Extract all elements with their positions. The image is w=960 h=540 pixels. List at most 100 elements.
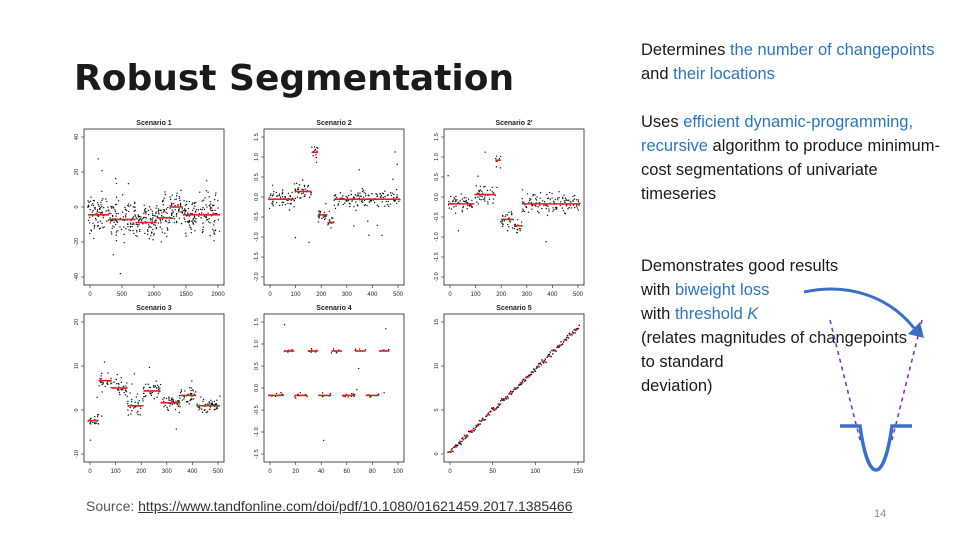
data-point — [513, 227, 515, 230]
plot-frame — [443, 128, 585, 286]
data-point — [163, 400, 165, 402]
data-point — [156, 384, 159, 387]
data-point — [578, 324, 580, 327]
data-point — [467, 204, 469, 207]
x-tick-label: 400 — [367, 292, 378, 298]
data-point — [142, 400, 144, 402]
data-point — [134, 401, 136, 404]
data-point — [215, 408, 217, 411]
data-point — [294, 197, 297, 200]
data-point — [300, 192, 303, 195]
data-point — [191, 393, 193, 395]
data-point — [178, 197, 181, 200]
data-point — [471, 431, 473, 434]
data-point — [553, 200, 555, 203]
data-point — [91, 211, 93, 213]
data-point — [492, 406, 495, 409]
data-point — [295, 397, 297, 399]
data-point — [188, 219, 190, 222]
data-point — [512, 390, 514, 393]
data-point — [123, 391, 125, 394]
data-point — [164, 232, 166, 234]
data-point — [122, 388, 124, 391]
data-point — [457, 444, 459, 447]
data-point — [503, 220, 506, 222]
plot-frame — [263, 313, 405, 463]
data-point — [483, 186, 485, 188]
data-point — [561, 343, 564, 345]
data-point — [184, 232, 187, 234]
source-label: Source: — [86, 498, 135, 514]
data-point — [367, 220, 369, 222]
data-point — [195, 391, 197, 393]
data-point — [92, 209, 94, 212]
data-point — [513, 388, 515, 391]
data-point — [324, 215, 326, 218]
data-point — [136, 229, 138, 232]
data-point — [573, 194, 576, 197]
data-point — [96, 209, 99, 211]
data-point — [163, 210, 165, 213]
data-point — [95, 219, 97, 221]
data-point — [557, 199, 559, 201]
data-point — [142, 223, 144, 225]
data-point — [317, 221, 320, 223]
data-point — [215, 403, 218, 405]
data-point — [152, 239, 154, 241]
data-point — [139, 230, 141, 233]
data-point — [202, 229, 204, 231]
pointer-arrowhead-icon — [908, 322, 924, 338]
data-point — [293, 183, 296, 185]
data-point — [166, 408, 169, 410]
data-point — [119, 393, 121, 396]
data-point — [548, 210, 550, 212]
data-point — [355, 209, 357, 212]
data-point — [470, 204, 472, 206]
data-point — [342, 203, 345, 206]
data-point — [284, 196, 287, 199]
data-point — [208, 196, 210, 198]
data-point — [385, 328, 387, 330]
data-point — [100, 381, 102, 383]
data-point — [197, 209, 200, 211]
data-point — [396, 163, 398, 166]
data-point — [564, 201, 566, 204]
data-point — [559, 204, 561, 207]
data-point — [202, 226, 204, 228]
data-point — [155, 212, 157, 214]
data-point — [396, 194, 398, 196]
data-point — [93, 237, 95, 240]
data-point — [310, 347, 313, 350]
data-point — [214, 229, 217, 231]
data-point — [217, 199, 219, 202]
data-point — [152, 217, 154, 219]
data-point — [312, 154, 314, 157]
data-point — [284, 195, 286, 198]
data-point — [328, 210, 331, 212]
b3-line1: Demonstrates good results — [641, 257, 839, 275]
data-point — [464, 200, 466, 203]
data-point — [553, 209, 555, 211]
data-point — [89, 232, 91, 235]
data-point — [213, 198, 216, 201]
data-point — [192, 389, 194, 391]
x-tick-label: 0 — [268, 292, 272, 298]
data-point — [109, 217, 111, 219]
source-link[interactable]: https://www.tandfonline.com/doi/pdf/10.1… — [138, 498, 573, 514]
data-point — [162, 203, 165, 206]
data-point — [530, 201, 533, 204]
data-point — [189, 392, 192, 395]
data-point — [214, 209, 216, 212]
data-point — [171, 194, 173, 196]
data-point — [448, 207, 451, 209]
data-point — [455, 195, 457, 198]
data-point — [114, 223, 117, 226]
data-point — [148, 226, 150, 229]
data-point — [88, 216, 91, 219]
data-point — [99, 378, 101, 380]
data-point — [339, 192, 342, 194]
data-point — [110, 220, 112, 222]
data-point — [501, 222, 503, 224]
data-point — [126, 382, 128, 384]
data-point — [454, 212, 457, 214]
